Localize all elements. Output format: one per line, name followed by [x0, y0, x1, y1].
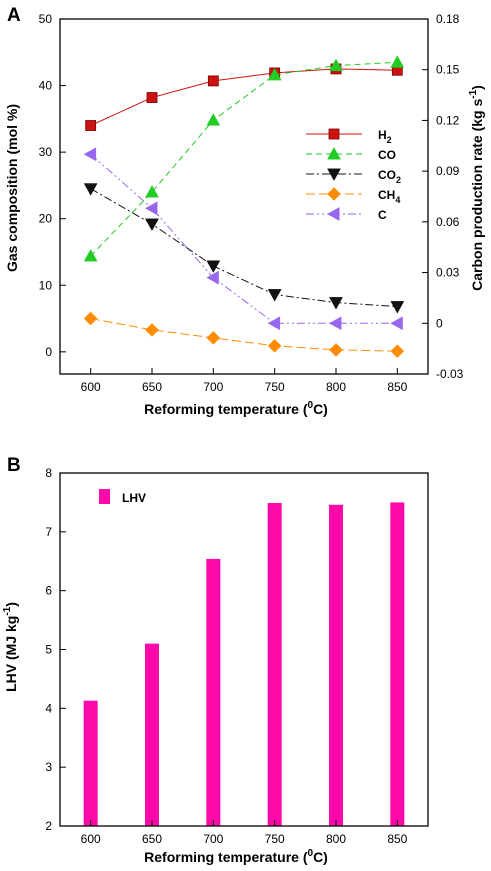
panel-a-label: A	[7, 5, 21, 26]
y-tick-label: 3	[45, 760, 52, 774]
y-tick-label: 0	[45, 345, 52, 359]
y-tick-label: 5	[45, 643, 52, 657]
y-tick-label: 6	[45, 584, 52, 598]
y-tick-label: 7	[45, 525, 52, 539]
series-line-0	[90, 68, 398, 126]
legend-swatch	[99, 489, 110, 504]
series-point-3	[145, 323, 159, 337]
legend-marker-3	[327, 187, 341, 201]
panel-a-chart: 600 650 700 750 800 850 0 10 20 30 40 50 -0.03 0 0.03 0…	[39, 12, 464, 394]
legend-marker-0	[328, 128, 340, 140]
bar	[83, 700, 98, 826]
legend-label: LHV	[122, 491, 146, 505]
x-tick-label: 750	[265, 832, 285, 846]
legend-label-3: CH4	[378, 188, 400, 205]
panel-b-chart: 2 3 4 5 6 7 8 600 650 700 750 800 850 LHV	[45, 466, 429, 846]
series-point-1	[329, 58, 343, 72]
series-point-1	[267, 67, 282, 81]
legend-marker-2	[327, 168, 341, 182]
series-point-3	[267, 338, 282, 353]
y2-tick-label: 0	[436, 316, 443, 330]
y-tick-label: 2	[45, 819, 52, 833]
y-tick-label: 8	[45, 466, 52, 480]
y2-tick-label: 0.12	[436, 113, 460, 127]
panel-a-right-y-axis-title: Carbon production rate (kg s-1)	[468, 85, 485, 291]
x-tick-label: 800	[326, 832, 346, 846]
plot-frame	[59, 472, 429, 827]
series-point-1	[145, 185, 159, 198]
y-tick-label: 20	[39, 212, 53, 226]
bar	[206, 558, 221, 826]
panel-a-y-axis-title: Gas composition (mol %)	[4, 104, 20, 272]
series-point-0	[85, 120, 97, 131]
panel-b-label: B	[7, 455, 21, 476]
legend-label-1: CO	[378, 148, 396, 162]
y-tick-label: 50	[39, 12, 53, 26]
series-point-4	[206, 270, 219, 285]
series-line-4	[90, 153, 398, 324]
series-point-2	[83, 183, 98, 196]
x-tick-label: 650	[142, 380, 162, 394]
legend-marker-4	[326, 207, 340, 221]
y2-tick-label: 0.03	[436, 266, 460, 280]
x-tick-label: 600	[81, 380, 101, 394]
series-line-2	[90, 188, 398, 308]
series-point-4	[144, 201, 158, 216]
y2-tick-label: 0.06	[436, 215, 460, 229]
y-tick-label: 40	[39, 79, 53, 93]
series-point-4	[83, 147, 97, 162]
series-line-1	[90, 61, 398, 257]
legend-label-2: CO2	[378, 168, 401, 185]
y2-tick-label: 0.09	[436, 164, 460, 178]
series-point-1	[390, 55, 405, 68]
x-tick-label: 800	[326, 380, 346, 394]
series-point-4	[328, 316, 342, 331]
series-point-3	[390, 344, 405, 359]
plot-frame	[59, 18, 429, 375]
series-point-0	[146, 92, 158, 103]
bar	[145, 643, 159, 826]
bar	[390, 502, 405, 826]
y-tick-label: 30	[39, 145, 53, 159]
y2-tick-label: 0.18	[436, 12, 460, 26]
series-point-4	[267, 316, 281, 331]
legend-marker-1	[327, 146, 341, 160]
series-point-2	[390, 301, 405, 314]
legend-label-4: C	[378, 208, 387, 222]
x-tick-label: 850	[387, 380, 407, 394]
y-tick-label: 10	[39, 278, 53, 292]
series-point-0	[207, 75, 219, 87]
series-point-1	[206, 113, 221, 126]
series-point-1	[83, 248, 98, 262]
panel-b-y-axis-title: LHV (MJ kg-1)	[2, 602, 19, 692]
x-tick-label: 750	[265, 380, 285, 394]
series-point-2	[206, 260, 221, 273]
panel-b-x-axis-title: Reforming temperature (0C)	[144, 848, 328, 865]
panel-a-x-axis-title: Reforming temperature (0C)	[144, 400, 328, 417]
x-tick-label: 700	[203, 380, 223, 394]
series-point-3	[206, 331, 221, 345]
y2-tick-label: 0.15	[436, 63, 460, 77]
series-point-3	[83, 311, 98, 326]
y2-tick-label: -0.03	[436, 367, 464, 381]
bar	[267, 503, 282, 826]
y-tick-label: 4	[45, 701, 52, 715]
series-point-2	[329, 297, 343, 310]
x-tick-label: 650	[142, 832, 162, 846]
x-tick-label: 700	[203, 832, 223, 846]
series-point-2	[267, 289, 282, 302]
series-point-3	[329, 342, 343, 357]
series-point-4	[390, 316, 403, 331]
series-point-2	[145, 218, 159, 232]
bar	[329, 504, 343, 826]
legend-label-0: H2	[378, 128, 392, 145]
x-tick-label: 600	[81, 832, 101, 846]
x-tick-label: 850	[387, 832, 407, 846]
